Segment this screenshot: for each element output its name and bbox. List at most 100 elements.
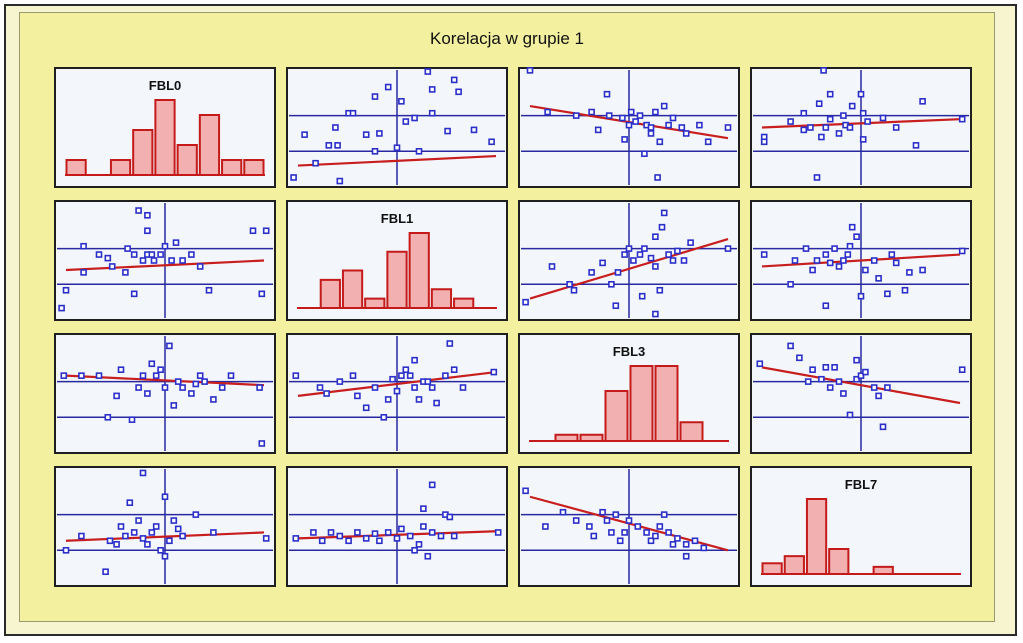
scatter-point [559, 508, 567, 516]
scatter-point [148, 251, 156, 258]
scatter-matrix-panel: Korelacja w grupie 1 FBL0 FBL1 FBL3 FBL7 [19, 12, 995, 622]
hist-bar [761, 562, 783, 575]
scatter-point [415, 396, 423, 403]
scatter-point [78, 372, 85, 379]
hist-bar [65, 159, 87, 176]
scatter-point [470, 126, 478, 134]
fit-line [65, 259, 265, 272]
scatter-point [384, 396, 392, 403]
hist-bar [430, 288, 453, 309]
hist-bar [872, 565, 894, 575]
scatter-point [599, 259, 606, 267]
fit-line [761, 253, 961, 268]
scatter-point [411, 356, 418, 364]
scatter-point [857, 292, 865, 300]
scatter-point [870, 384, 878, 391]
scatter-point [652, 263, 659, 270]
scatter-point [800, 126, 808, 134]
scatter-point [249, 227, 257, 235]
scatter-point [665, 121, 672, 129]
scatter-point [884, 384, 891, 391]
scatter-point [588, 269, 595, 276]
scatter-point [632, 118, 639, 125]
scatter-point [161, 552, 169, 560]
scatter-point [919, 266, 926, 274]
scatter-point [652, 108, 659, 116]
scatter-point [802, 245, 810, 252]
scatter-point [544, 108, 551, 116]
scatter-point [892, 124, 900, 131]
scatter-point [625, 517, 633, 524]
scatter-point [201, 378, 208, 385]
scatter-point [104, 254, 112, 262]
scatter-point [678, 124, 686, 131]
scatter-point [815, 100, 823, 107]
hist-bar [109, 159, 132, 176]
scatter-point [126, 499, 134, 507]
scatter-point [108, 263, 116, 270]
scatter-point [643, 529, 650, 536]
scatter-point [205, 286, 213, 294]
scatter-point [174, 378, 182, 385]
scatter-point [196, 263, 204, 270]
scatter-point [398, 98, 405, 105]
scatter-point [892, 259, 900, 267]
scatter-point [415, 148, 423, 155]
scatter-point [398, 372, 405, 379]
hist-bar [579, 433, 604, 442]
scatter-point [669, 257, 677, 264]
fit-line [297, 154, 497, 167]
scatter-point [831, 245, 838, 252]
scatter-point [170, 402, 178, 409]
fit-line [65, 531, 265, 542]
scatter-point [490, 368, 498, 376]
scatter-point [822, 364, 830, 371]
scatter-point [625, 245, 633, 252]
scatter-point [826, 384, 834, 391]
scatter-point [411, 384, 418, 391]
scatter-point [80, 269, 87, 276]
scatter-point [835, 378, 843, 385]
scatter-point [327, 529, 335, 536]
scatter-point [696, 121, 703, 129]
scatter-point [958, 115, 966, 123]
scatter-point [616, 537, 624, 545]
scatter-point [625, 121, 633, 129]
scatter-point [58, 304, 65, 312]
scatter-point [122, 532, 129, 540]
scatter-point [459, 384, 467, 391]
scatter-point [384, 529, 392, 536]
scatter-point [522, 487, 529, 495]
scatter-point [594, 126, 602, 134]
scatter-point [760, 251, 768, 258]
scatter-point [362, 535, 370, 542]
scatter-point [647, 254, 655, 262]
scatter-point [724, 245, 732, 252]
scatter-point [901, 286, 909, 294]
scatter-point [166, 537, 173, 545]
scatter-point [647, 130, 655, 137]
scatter-point [822, 124, 830, 131]
scatter-point [393, 387, 401, 395]
scatter-point [428, 481, 436, 489]
scatter-point [336, 177, 344, 185]
hist-bar [805, 498, 828, 575]
hist-bar [319, 278, 341, 309]
scatter-point [161, 384, 169, 391]
scatter-point [857, 90, 865, 98]
scatter-point [393, 144, 401, 152]
scatter-point [113, 541, 120, 548]
scatter-point [192, 380, 200, 388]
scatter-point [704, 138, 712, 146]
scatter-point [682, 130, 690, 137]
hist-bar [243, 159, 265, 176]
hist-label-fbl3: FBL3 [613, 344, 646, 359]
scatter-point [148, 529, 156, 536]
scatter-point [831, 364, 838, 371]
scatter-point [652, 233, 659, 240]
scatter-point [787, 118, 794, 125]
scatter-point [862, 266, 869, 274]
scatter-point [262, 535, 270, 542]
scatter-point [354, 529, 361, 536]
scatter-point [148, 360, 156, 368]
